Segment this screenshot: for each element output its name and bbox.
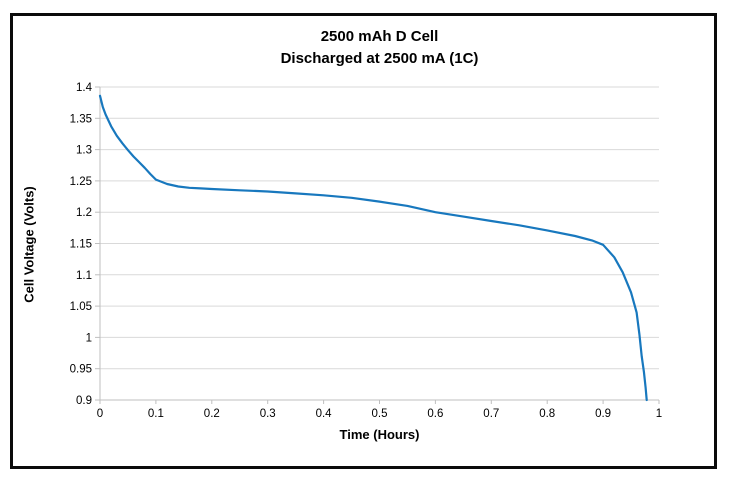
y-tick-label: 1.35 bbox=[70, 113, 92, 125]
x-tick-label: 0.6 bbox=[427, 408, 443, 420]
y-tick-label: 1.3 bbox=[76, 145, 92, 157]
y-tick-label: 1.2 bbox=[76, 207, 92, 219]
y-tick-label: 1.25 bbox=[70, 176, 92, 188]
discharge-curve bbox=[98, 94, 648, 402]
y-tick-label: 1.05 bbox=[70, 301, 92, 313]
y-tick-label: 1.4 bbox=[76, 82, 93, 94]
y-tick-label: 1 bbox=[86, 332, 92, 344]
chart-title: 2500 mAh D Cell bbox=[320, 28, 439, 45]
x-tick-label: 0.4 bbox=[316, 408, 333, 420]
x-tick-label: 0.9 bbox=[595, 408, 611, 420]
chart-subtitle: Discharged at 2500 mA (1C) bbox=[280, 50, 479, 67]
x-tick-label: 0.2 bbox=[204, 408, 220, 420]
x-tick-label: 0.7 bbox=[483, 408, 499, 420]
y-tick-label: 1.15 bbox=[70, 239, 92, 251]
x-tick-label: 1 bbox=[656, 408, 662, 420]
y-tick-label: 0.95 bbox=[70, 364, 92, 376]
y-tick-label: 0.9 bbox=[76, 395, 92, 407]
x-tick-label: 0.5 bbox=[372, 408, 388, 420]
x-tick-label: 0.1 bbox=[148, 408, 164, 420]
y-tick-label: 1.1 bbox=[76, 270, 92, 282]
x-tick-label: 0 bbox=[97, 408, 103, 420]
chart-title-block: 2500 mAh D Cell Discharged at 2500 mA (1… bbox=[100, 26, 659, 70]
x-tick-label: 0.8 bbox=[539, 408, 555, 420]
x-axis-label: Time (Hours) bbox=[339, 427, 420, 442]
chart-frame bbox=[10, 13, 717, 469]
x-tick-label: 0.3 bbox=[260, 408, 276, 420]
